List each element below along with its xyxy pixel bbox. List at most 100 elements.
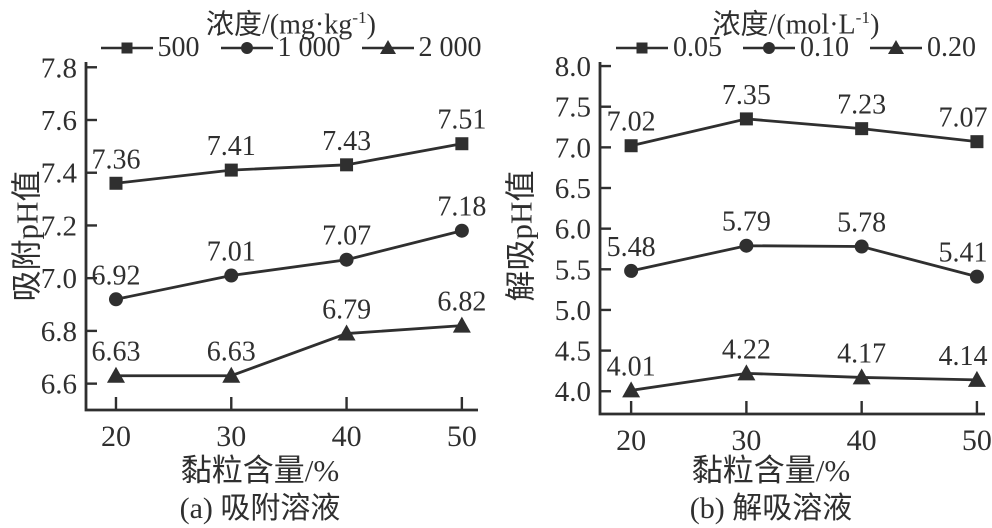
legend-item-label: 500 xyxy=(157,32,200,63)
subplot-caption-a: (a) 吸附溶液 xyxy=(179,492,341,525)
data-point-marker xyxy=(224,268,239,283)
y-tick-label: 7.0 xyxy=(555,132,591,164)
y-tick-label: 7.2 xyxy=(41,210,77,242)
x-tick-label: 30 xyxy=(731,424,761,457)
subplot-caption-b: (b) 解吸溶液 xyxy=(689,492,853,525)
data-point-marker xyxy=(739,112,753,126)
data-point-marker xyxy=(455,137,469,151)
series-500: 7.36 7.41 7.43 7.51 xyxy=(91,105,486,190)
series-line xyxy=(115,229,463,301)
legend-item-0.20: 0.20 xyxy=(870,34,976,62)
legend-item-0.10: 0.10 xyxy=(743,34,849,62)
chart-panel-b: 浓度/(mol·L-1) 0.05 0.10 0.20 4.0 4.5 5.0 5.5 6.… xyxy=(496,0,992,528)
square-legend-marker-icon xyxy=(100,42,153,54)
legend-item-label: 0.05 xyxy=(673,32,722,63)
legend-item-label: 2 000 xyxy=(418,32,482,63)
data-point-marker xyxy=(340,158,354,172)
y-tick-label: 6.6 xyxy=(41,369,77,401)
data-point-label: 4.14 xyxy=(939,341,988,372)
data-point-marker xyxy=(855,122,869,136)
data-point-label: 4.01 xyxy=(607,351,656,382)
y-tick-label: 5.5 xyxy=(555,254,591,286)
data-point-marker xyxy=(224,163,238,177)
y-tick-label: 7.4 xyxy=(41,158,78,190)
legend-title-text: 浓度/(mol·L xyxy=(712,9,856,41)
data-point-label: 5.79 xyxy=(722,207,771,238)
legend-b: 0.05 0.10 0.20 xyxy=(600,34,992,62)
data-point-label: 5.48 xyxy=(607,232,656,263)
legend-item-500: 500 xyxy=(100,32,200,63)
circle-legend-marker-icon xyxy=(743,42,795,54)
legend-title-suffix: ) xyxy=(870,9,880,41)
y-tick-label: 6.8 xyxy=(41,316,77,348)
square-legend-marker-icon xyxy=(616,42,668,54)
circle-icon xyxy=(240,42,253,54)
y-tick-label: 4.0 xyxy=(555,376,591,408)
series-1000: 6.92 7.01 7.07 7.18 xyxy=(91,192,486,307)
y-tick-label: 8.0 xyxy=(555,51,591,83)
data-point-marker xyxy=(967,370,986,387)
triangle-icon xyxy=(888,40,904,54)
square-icon xyxy=(121,42,132,54)
legend-title-a: 浓度/(mg·kg-1) xyxy=(86,1,496,41)
y-tick-label: 7.6 xyxy=(41,105,77,137)
data-point-marker xyxy=(624,139,638,153)
data-point-label: 6.63 xyxy=(207,337,256,368)
y-tick-label: 4.5 xyxy=(555,336,591,368)
data-point-label: 6.92 xyxy=(91,260,140,291)
data-point-label: 7.02 xyxy=(607,107,656,138)
data-point-label: 7.01 xyxy=(207,237,256,268)
axis-lines xyxy=(598,62,985,416)
data-point-marker xyxy=(969,269,984,284)
data-point-marker xyxy=(622,381,641,398)
x-tick-label: 20 xyxy=(101,420,131,453)
y-tick-label: 7.8 xyxy=(41,52,77,84)
data-point-label: 7.07 xyxy=(322,221,371,252)
legend-item-0.05: 0.05 xyxy=(616,34,722,62)
data-point-marker xyxy=(739,238,754,253)
legend-a: 500 1 000 2 000 xyxy=(86,34,496,62)
square-icon xyxy=(636,42,648,54)
data-point-label: 7.41 xyxy=(207,131,256,162)
series-0.20: 4.01 4.22 4.17 4.14 xyxy=(607,334,988,398)
legend-title-b: 浓度/(mol·L-1) xyxy=(600,1,992,41)
triangle-legend-marker-icon xyxy=(361,40,414,54)
legend-item-1000: 1 000 xyxy=(220,32,341,63)
data-point-marker xyxy=(737,364,756,381)
y-tick-label: 6.5 xyxy=(555,173,591,205)
legend-title-superscript: -1 xyxy=(352,8,367,27)
data-point-label: 7.18 xyxy=(437,192,486,223)
data-point-marker xyxy=(624,263,639,278)
series-line xyxy=(630,371,977,392)
y-axis-title-b: 解吸pH值 xyxy=(503,170,539,302)
legend-item-2000: 2 000 xyxy=(361,32,482,63)
y-tick-label: 7.5 xyxy=(555,92,591,124)
data-point-label: 6.79 xyxy=(322,295,371,326)
series-line xyxy=(115,324,462,378)
data-point-marker xyxy=(222,366,241,383)
data-point-marker xyxy=(106,366,125,383)
data-point-marker xyxy=(970,135,984,149)
triangle-legend-marker-icon xyxy=(870,40,922,54)
data-point-label: 7.35 xyxy=(722,80,771,111)
data-point-marker xyxy=(108,292,123,307)
data-point-marker xyxy=(109,176,123,190)
series-line xyxy=(630,117,978,148)
circle-icon xyxy=(763,42,775,54)
data-point-marker xyxy=(854,239,869,254)
legend-item-label: 0.10 xyxy=(800,32,849,63)
x-tick-label: 20 xyxy=(616,424,646,457)
series-0.05: 7.02 7.35 7.23 7.07 xyxy=(607,80,988,153)
legend-item-label: 1 000 xyxy=(277,32,341,63)
series-2000: 6.63 6.63 6.79 6.82 xyxy=(91,287,486,383)
legend-title-suffix: ) xyxy=(366,9,376,41)
data-point-label: 4.22 xyxy=(722,334,771,365)
data-point-label: 7.51 xyxy=(437,105,486,136)
data-point-label: 7.36 xyxy=(91,144,140,175)
data-point-label: 7.23 xyxy=(837,90,886,121)
x-tick-label: 30 xyxy=(216,420,246,453)
y-tick-label: 5.0 xyxy=(555,295,591,327)
data-point-label: 6.82 xyxy=(437,287,486,318)
x-tick-label: 40 xyxy=(332,420,362,453)
